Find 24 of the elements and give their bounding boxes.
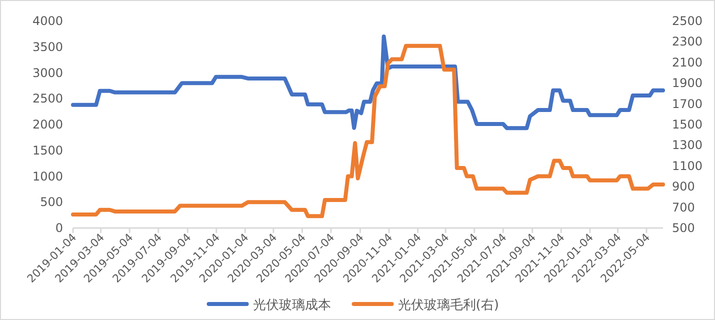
line-series xyxy=(71,44,665,218)
legend-label: 光伏玻璃成本 xyxy=(252,298,331,313)
line-series xyxy=(71,34,665,130)
y2-tick-label: 500 xyxy=(672,221,695,235)
y2-tick-label: 1100 xyxy=(672,158,703,173)
y-tick-label: 500 xyxy=(40,195,63,210)
y-tick-label: 2000 xyxy=(32,118,63,132)
y-tick-label: 1000 xyxy=(32,169,63,184)
y2-tick-label: 1300 xyxy=(672,138,703,152)
y2-tick-label: 2300 xyxy=(672,34,703,49)
y-tick-label: 3500 xyxy=(32,40,63,54)
y-tick-label: 4000 xyxy=(32,14,63,28)
legend-label: 光伏玻璃毛利(右) xyxy=(398,298,499,313)
y2-tick-label: 1900 xyxy=(672,76,703,90)
y-tick-label: 3000 xyxy=(32,66,63,80)
y2-tick-label: 2100 xyxy=(672,55,703,70)
y-tick-label: 2500 xyxy=(32,92,63,106)
y2-tick-label: 1700 xyxy=(672,96,703,111)
y-tick-label: 1500 xyxy=(32,143,63,158)
y2-tick-label: 1500 xyxy=(672,118,703,132)
y2-tick-label: 900 xyxy=(672,180,695,194)
y2-tick-label: 700 xyxy=(672,200,695,214)
y-tick-label: 0 xyxy=(55,221,63,235)
y2-tick-label: 2500 xyxy=(672,14,703,28)
